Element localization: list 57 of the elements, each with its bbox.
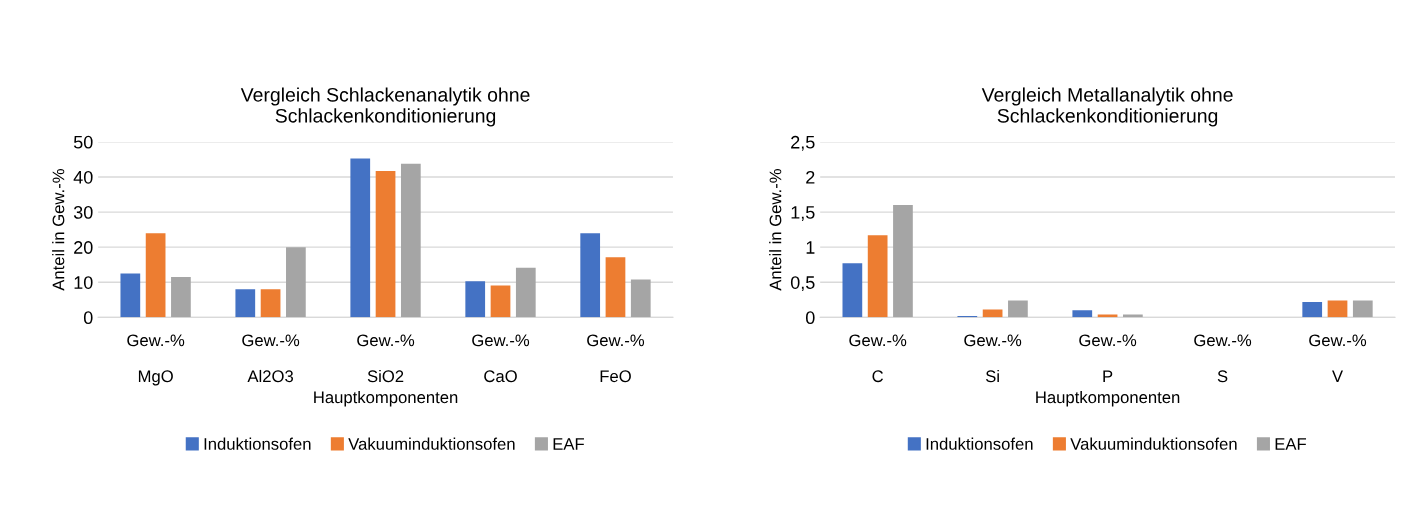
category-label: Gew.-% SiO2	[357, 334, 415, 383]
bar	[630, 279, 651, 318]
bar	[145, 233, 166, 318]
chart-title: Vergleich Metallanalytik ohne Schlackenkonditionierung	[981, 87, 1233, 127]
x-axis-title: Hauptkomponenten	[1036, 391, 1180, 407]
bar	[286, 247, 306, 318]
y-tick-label: 2	[806, 170, 815, 184]
bar	[235, 289, 256, 318]
legend-label: EAF	[1275, 438, 1307, 450]
bar	[171, 276, 191, 318]
y-tick-label: 2,5	[791, 135, 815, 151]
bar	[260, 289, 281, 318]
bar	[1352, 300, 1373, 318]
category-label: Gew.-% Si	[964, 334, 1022, 383]
category-label: Gew.-% MgO	[127, 334, 185, 386]
bar	[893, 205, 913, 318]
y-axis-title: Anteil in Gew.-%	[769, 169, 782, 291]
legend-label: Vakuuminduktionsofen	[348, 437, 515, 450]
category-label: Gew.-% C	[849, 334, 907, 383]
category-label: Gew.-% P	[1079, 334, 1137, 382]
bar	[842, 263, 863, 318]
category-label: Gew.-% CaO	[472, 334, 530, 383]
bar	[1072, 310, 1093, 318]
bar	[350, 158, 371, 318]
bar	[515, 267, 536, 318]
y-tick-label: 40	[73, 170, 93, 184]
bar	[465, 281, 486, 318]
y-axis-title: Anteil in Gew.-%	[52, 169, 65, 291]
bar	[867, 235, 888, 318]
category-label: Gew.-% S	[1194, 334, 1252, 383]
y-tick-label: 0	[805, 311, 815, 325]
y-tick-label: 30	[73, 206, 93, 219]
bar	[490, 285, 511, 318]
legend-label: EAF	[553, 438, 584, 450]
chart-title: Vergleich Schlackenanalytik ohne Schlackenkonditionierung	[240, 87, 530, 127]
bar	[1008, 300, 1028, 318]
category-label: Gew.-% V	[1309, 334, 1367, 382]
y-tick-label: 20	[74, 241, 93, 254]
bar	[605, 257, 626, 318]
y-tick-label: 10	[74, 276, 93, 289]
bar	[120, 273, 141, 318]
y-tick-label: 0,5	[790, 276, 815, 292]
bar	[1327, 300, 1348, 318]
category-label: Gew.-% Al2O3	[242, 334, 300, 383]
bar	[375, 171, 396, 318]
bar	[580, 233, 601, 318]
y-tick-label: 1	[806, 241, 815, 254]
legend-label: Induktionsofen	[204, 437, 311, 450]
y-tick-label: 1,5	[791, 206, 815, 221]
y-tick-label: 50	[73, 135, 93, 149]
legend-label: Induktionsofen	[926, 437, 1033, 450]
legend-label: Vakuuminduktionsofen	[1070, 437, 1237, 450]
y-tick-label: 0	[83, 311, 93, 325]
x-axis-title: Hauptkomponenten	[314, 391, 458, 407]
bar	[400, 163, 421, 318]
bar	[1302, 301, 1323, 318]
category-label: Gew.-% FeO	[587, 334, 645, 383]
